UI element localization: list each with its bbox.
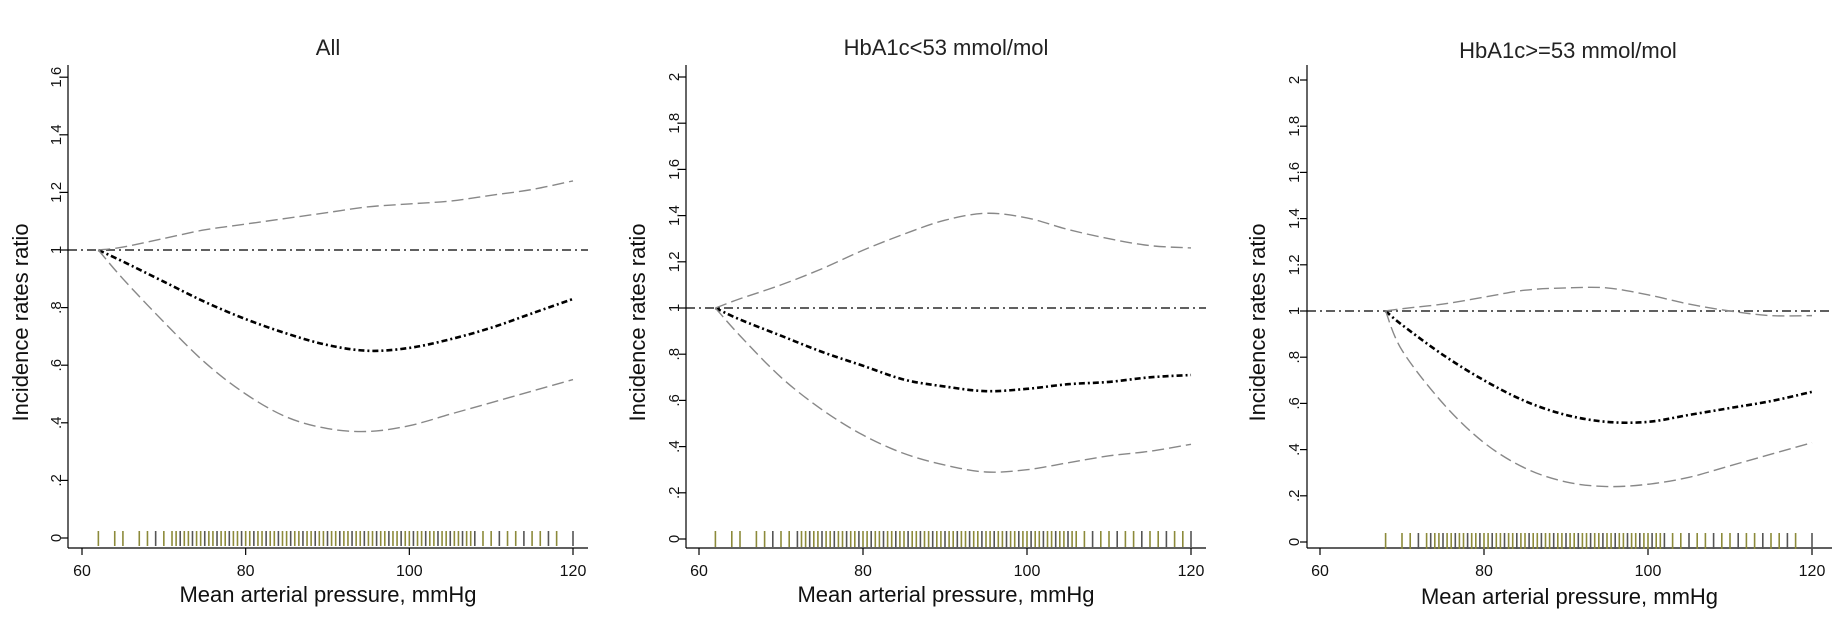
y-axis-label: Incidence rates ratio bbox=[8, 223, 33, 421]
x-tick-label: 120 bbox=[560, 563, 587, 580]
x-tick-label: 80 bbox=[237, 563, 255, 580]
y-tick-label: .8 bbox=[1286, 351, 1303, 364]
y-tick-label: 1.2 bbox=[666, 251, 683, 272]
y-tick-label: .6 bbox=[666, 394, 683, 407]
y-axis-label: Incidence rates ratio bbox=[625, 223, 650, 421]
x-tick-label: 80 bbox=[1475, 563, 1493, 580]
y-tick-label: 1.6 bbox=[1286, 162, 1303, 183]
x-tick-label: 60 bbox=[73, 563, 91, 580]
y-tick-label: 1.2 bbox=[1286, 254, 1303, 275]
y-tick-label: .8 bbox=[666, 348, 683, 361]
y-tick-label: .2 bbox=[48, 474, 65, 487]
y-tick-label: .6 bbox=[1286, 397, 1303, 410]
series-line-lower-ci bbox=[714, 307, 1192, 473]
x-tick-label: 100 bbox=[1635, 563, 1662, 580]
x-tick-label: 120 bbox=[1178, 563, 1205, 580]
y-tick-label: .2 bbox=[1286, 490, 1303, 503]
x-tick-label: 100 bbox=[396, 563, 423, 580]
chart-title: HbA1c<53 mmol/mol bbox=[844, 35, 1049, 60]
y-axis-label: Incidence rates ratio bbox=[1245, 223, 1270, 421]
chart-panel-1: 0 .2 .4 .6 .8 1 1.2 1.4 1.6 60 80 100 120 All Mean art… bbox=[8, 35, 588, 607]
y-tick-label: 1.4 bbox=[1286, 208, 1303, 229]
series-line-upper-ci bbox=[715, 212, 1192, 309]
y-tick-label: 1.4 bbox=[48, 124, 65, 145]
y-tick-label: .2 bbox=[666, 487, 683, 500]
chart-panel-3: 0 .2 .4 .6 .8 1 1.2 1.4 1.6 1.8 2 60 80 100 120 HbA1c>=… bbox=[1245, 38, 1832, 609]
x-tick-label: 120 bbox=[1799, 563, 1826, 580]
chart-panel-2: 0 .2 .4 .6 .8 1 1.2 1.4 1.6 1.8 2 60 80 100 120 HbA1c<5… bbox=[625, 35, 1206, 607]
y-tick-label: 1 bbox=[48, 246, 65, 254]
y-tick-label: .6 bbox=[48, 359, 65, 372]
y-tick-label: 1.6 bbox=[666, 159, 683, 180]
x-tick-label: 80 bbox=[854, 563, 872, 580]
x-tick-label: 60 bbox=[690, 563, 708, 580]
x-tick-label: 60 bbox=[1311, 563, 1329, 580]
series-line-lower-ci bbox=[1384, 310, 1813, 488]
chart-title: HbA1c>=53 mmol/mol bbox=[1459, 38, 1677, 63]
y-tick-label: .4 bbox=[666, 440, 683, 453]
y-tick-label: .4 bbox=[48, 417, 65, 430]
y-tick-label: 1.8 bbox=[666, 113, 683, 134]
series-line-estimate bbox=[714, 306, 1192, 393]
y-tick-label: .4 bbox=[1286, 443, 1303, 456]
y-tick-label: 1.6 bbox=[48, 67, 65, 88]
y-tick-label: 2 bbox=[1286, 76, 1303, 84]
chart-title: All bbox=[316, 35, 340, 60]
x-axis-label: Mean arterial pressure, mmHg bbox=[179, 582, 476, 607]
y-tick-label: 1 bbox=[666, 304, 683, 312]
series-line-lower-ci bbox=[97, 249, 574, 433]
series-line-estimate bbox=[1384, 310, 1813, 425]
y-tick-label: 1.2 bbox=[48, 182, 65, 203]
series-line-upper-ci bbox=[98, 180, 574, 251]
y-tick-label: 1.8 bbox=[1286, 116, 1303, 137]
y-tick-label: 1.4 bbox=[666, 205, 683, 226]
y-tick-label: 0 bbox=[48, 534, 65, 542]
y-tick-label: 0 bbox=[666, 535, 683, 543]
x-axis-label: Mean arterial pressure, mmHg bbox=[1421, 584, 1718, 609]
y-tick-label: .8 bbox=[48, 301, 65, 314]
series-line-estimate bbox=[97, 248, 574, 353]
x-axis-label: Mean arterial pressure, mmHg bbox=[797, 582, 1094, 607]
series-line-upper-ci bbox=[1385, 286, 1813, 317]
x-tick-label: 100 bbox=[1014, 563, 1041, 580]
y-tick-label: 1 bbox=[1286, 307, 1303, 315]
y-tick-label: 0 bbox=[1286, 538, 1303, 546]
y-tick-label: 2 bbox=[666, 73, 683, 81]
